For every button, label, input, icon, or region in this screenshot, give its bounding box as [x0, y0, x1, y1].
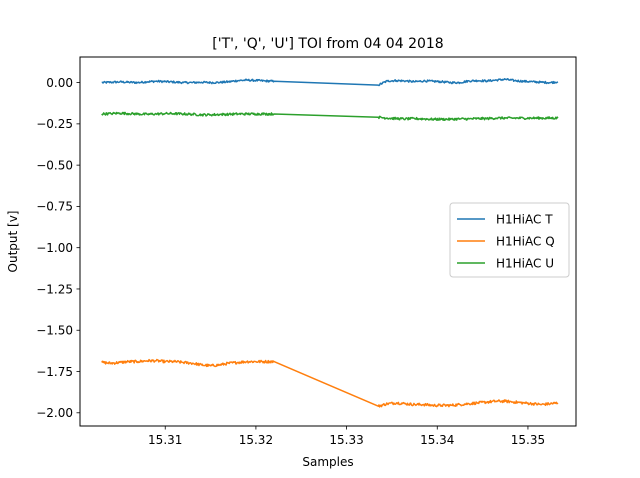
x-tick-label: 15.32 — [239, 433, 273, 447]
legend: H1HiAC T H1HiAC Q H1HiAC U — [449, 202, 570, 278]
plot-frame — [79, 56, 577, 427]
series-line-2 — [101, 358, 559, 408]
series-layer — [101, 77, 559, 408]
x-tick-label: 15.34 — [420, 433, 454, 447]
y-tick-label: −1.50 — [36, 324, 73, 338]
legend-box — [449, 202, 570, 278]
y-tick-label: 0.00 — [46, 76, 73, 90]
x-axis: 15.31 15.32 15.33 15.34 15.35 — [148, 426, 545, 447]
y-tick-label: −1.25 — [36, 282, 73, 296]
x-tick-label: 15.31 — [148, 433, 182, 447]
y-tick-label: −0.25 — [36, 117, 73, 131]
legend-items: H1HiAC T H1HiAC Q H1HiAC U — [457, 212, 555, 270]
x-tick-label: 15.35 — [511, 433, 545, 447]
series-line-1 — [101, 77, 559, 87]
legend-label: H1HiAC Q — [496, 234, 555, 248]
y-axis: 0.00 −0.25 −0.50 −0.75 −1.00 −1.25 −1.50 −1.75 −… — [36, 76, 80, 420]
y-tick-label: −2.00 — [36, 406, 73, 420]
x-tick-label: 15.33 — [329, 433, 363, 447]
y-tick-label: −1.00 — [36, 241, 73, 255]
legend-label: H1HiAC U — [496, 256, 554, 270]
y-tick-label: −0.75 — [36, 200, 73, 214]
y-tick-label: −0.50 — [36, 158, 73, 172]
series-line-3 — [101, 111, 559, 122]
y-tick-label: −1.75 — [36, 365, 73, 379]
y-axis-label: Output [v] — [6, 211, 20, 273]
legend-label: H1HiAC T — [496, 212, 553, 226]
x-axis-label: Samples — [302, 455, 353, 469]
chart-title: ['T', 'Q', 'U'] TOI from 04 04 2018 — [212, 36, 443, 52]
